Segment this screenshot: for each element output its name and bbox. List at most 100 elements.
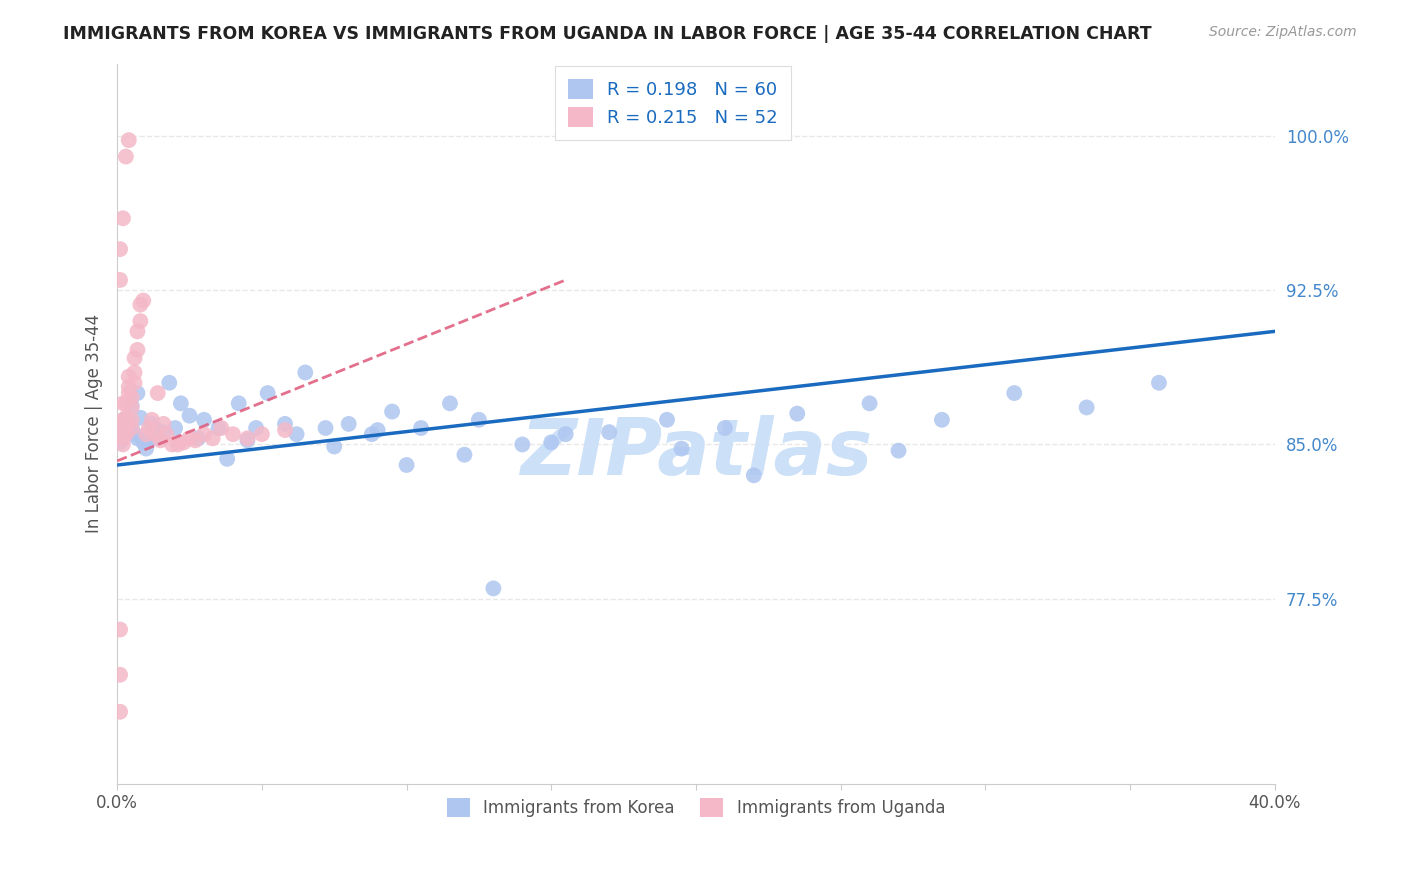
Point <box>786 407 808 421</box>
Text: ZIPatlas: ZIPatlas <box>520 415 872 491</box>
Point <box>395 458 418 472</box>
Point <box>118 386 141 401</box>
Point <box>124 427 146 442</box>
Point <box>222 427 245 442</box>
Point <box>108 242 131 256</box>
Point <box>127 386 149 401</box>
Point <box>111 431 134 445</box>
Point <box>193 427 215 442</box>
Point <box>554 427 576 442</box>
Point <box>187 431 209 445</box>
Point <box>236 434 259 448</box>
Point <box>135 427 157 442</box>
Point <box>858 396 880 410</box>
Point <box>132 435 155 450</box>
Point <box>127 324 149 338</box>
Point <box>655 413 678 427</box>
Legend: Immigrants from Korea, Immigrants from Uganda: Immigrants from Korea, Immigrants from U… <box>439 789 953 826</box>
Point <box>115 421 138 435</box>
Point <box>360 427 382 442</box>
Point <box>118 369 141 384</box>
Point <box>236 431 259 445</box>
Point <box>152 425 174 439</box>
Text: IMMIGRANTS FROM KOREA VS IMMIGRANTS FROM UGANDA IN LABOR FORCE | AGE 35-44 CORRE: IMMIGRANTS FROM KOREA VS IMMIGRANTS FROM… <box>63 25 1152 43</box>
Point <box>121 398 143 412</box>
Point <box>115 396 138 410</box>
Point <box>671 442 693 456</box>
Point <box>129 410 152 425</box>
Point <box>121 390 143 404</box>
Point <box>274 423 297 437</box>
Point <box>111 423 134 437</box>
Point <box>141 417 163 431</box>
Point <box>129 314 152 328</box>
Point <box>179 409 201 423</box>
Point <box>121 413 143 427</box>
Text: Source: ZipAtlas.com: Source: ZipAtlas.com <box>1209 25 1357 39</box>
Point <box>146 431 169 445</box>
Point <box>111 413 134 427</box>
Point <box>1076 401 1098 415</box>
Point <box>141 413 163 427</box>
Point <box>115 410 138 425</box>
Point <box>337 417 360 431</box>
Point <box>714 421 737 435</box>
Point <box>132 293 155 308</box>
Point <box>1002 386 1025 401</box>
Point <box>108 273 131 287</box>
Point <box>482 582 505 596</box>
Point <box>118 425 141 439</box>
Point <box>124 351 146 365</box>
Point <box>143 421 166 435</box>
Point <box>129 298 152 312</box>
Point <box>118 380 141 394</box>
Point <box>409 421 432 435</box>
Point <box>108 623 131 637</box>
Point <box>111 211 134 226</box>
Point <box>111 437 134 451</box>
Point <box>250 427 273 442</box>
Point <box>184 434 207 448</box>
Point <box>115 413 138 427</box>
Point <box>138 421 160 435</box>
Point <box>315 421 337 435</box>
Point <box>108 705 131 719</box>
Point <box>149 434 172 448</box>
Point <box>167 437 190 451</box>
Point <box>294 366 316 380</box>
Point <box>209 421 232 435</box>
Point <box>170 396 193 410</box>
Point <box>115 150 138 164</box>
Point <box>115 427 138 442</box>
Point <box>121 421 143 435</box>
Point <box>108 435 131 450</box>
Point <box>146 386 169 401</box>
Point <box>157 376 180 390</box>
Point <box>887 443 910 458</box>
Point <box>127 343 149 357</box>
Point <box>217 451 239 466</box>
Point <box>540 435 562 450</box>
Point <box>111 421 134 435</box>
Point <box>165 421 187 435</box>
Point <box>274 417 297 431</box>
Point <box>468 413 491 427</box>
Point <box>143 427 166 442</box>
Point <box>453 448 475 462</box>
Point <box>285 427 308 442</box>
Point <box>115 427 138 442</box>
Point <box>155 427 177 442</box>
Point <box>228 396 250 410</box>
Point <box>207 421 229 435</box>
Point <box>127 431 149 445</box>
Point <box>1147 376 1170 390</box>
Point <box>152 417 174 431</box>
Point <box>256 386 278 401</box>
Point <box>108 667 131 681</box>
Point <box>510 437 533 451</box>
Point <box>598 425 620 439</box>
Point <box>121 421 143 435</box>
Point <box>245 421 267 435</box>
Point <box>160 437 183 451</box>
Point <box>193 413 215 427</box>
